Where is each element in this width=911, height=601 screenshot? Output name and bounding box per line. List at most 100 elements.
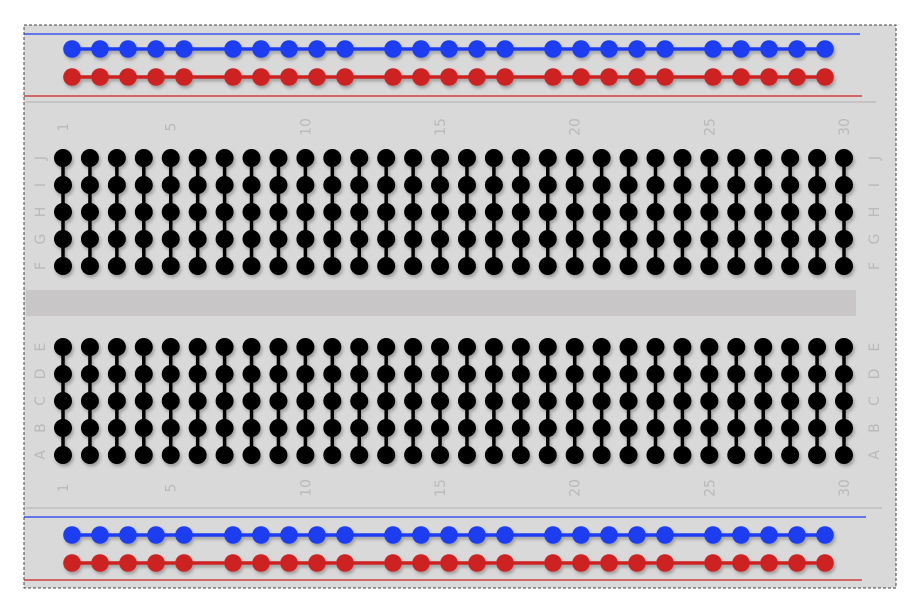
hole-c19[interactable]: [538, 392, 557, 410]
hole-h13[interactable]: [377, 203, 396, 221]
hole-d3[interactable]: [107, 365, 126, 383]
hole-a21[interactable]: [592, 446, 611, 464]
hole-a6[interactable]: [188, 446, 207, 464]
hole-j23[interactable]: [646, 149, 665, 167]
hole-h24[interactable]: [673, 203, 692, 221]
top-negative-hole[interactable]: [412, 40, 430, 58]
hole-a13[interactable]: [377, 446, 396, 464]
hole-f22[interactable]: [619, 257, 638, 275]
top-positive-hole[interactable]: [760, 68, 778, 86]
hole-j1[interactable]: [54, 149, 72, 167]
top-positive-hole[interactable]: [440, 68, 458, 86]
hole-a28[interactable]: [781, 446, 800, 464]
hole-g9[interactable]: [269, 230, 288, 248]
hole-j15[interactable]: [431, 149, 450, 167]
hole-g16[interactable]: [457, 230, 476, 248]
bottom-positive-hole[interactable]: [788, 554, 806, 572]
hole-e14[interactable]: [404, 338, 423, 356]
hole-h5[interactable]: [161, 203, 180, 221]
hole-i25[interactable]: [700, 176, 719, 194]
hole-h7[interactable]: [215, 203, 234, 221]
hole-g4[interactable]: [134, 230, 153, 248]
hole-a2[interactable]: [80, 446, 99, 464]
bottom-negative-hole[interactable]: [308, 526, 326, 544]
top-positive-hole[interactable]: [704, 68, 722, 86]
top-positive-hole[interactable]: [384, 68, 402, 86]
bottom-positive-hole[interactable]: [656, 554, 674, 572]
hole-a22[interactable]: [619, 446, 638, 464]
hole-e30[interactable]: [835, 338, 853, 356]
top-negative-hole[interactable]: [147, 40, 165, 58]
hole-f19[interactable]: [538, 257, 557, 275]
hole-f30[interactable]: [835, 257, 853, 275]
hole-e17[interactable]: [484, 338, 503, 356]
hole-c1[interactable]: [54, 392, 72, 410]
bottom-positive-hole[interactable]: [628, 554, 646, 572]
hole-i17[interactable]: [484, 176, 503, 194]
hole-d12[interactable]: [350, 365, 369, 383]
top-negative-hole[interactable]: [224, 40, 242, 58]
hole-d7[interactable]: [215, 365, 234, 383]
hole-d8[interactable]: [242, 365, 261, 383]
hole-d16[interactable]: [457, 365, 476, 383]
hole-e19[interactable]: [538, 338, 557, 356]
bottom-negative-hole[interactable]: [412, 526, 430, 544]
hole-b8[interactable]: [242, 419, 261, 437]
hole-c7[interactable]: [215, 392, 234, 410]
top-positive-hole[interactable]: [628, 68, 646, 86]
bottom-positive-hole[interactable]: [544, 554, 562, 572]
hole-f13[interactable]: [377, 257, 396, 275]
hole-g6[interactable]: [188, 230, 207, 248]
hole-f17[interactable]: [484, 257, 503, 275]
hole-c22[interactable]: [619, 392, 638, 410]
hole-a9[interactable]: [269, 446, 288, 464]
hole-j2[interactable]: [80, 149, 99, 167]
hole-g12[interactable]: [350, 230, 369, 248]
hole-f25[interactable]: [700, 257, 719, 275]
hole-b27[interactable]: [754, 419, 773, 437]
hole-b25[interactable]: [700, 419, 719, 437]
top-positive-hole[interactable]: [308, 68, 326, 86]
hole-c5[interactable]: [161, 392, 180, 410]
hole-j5[interactable]: [161, 149, 180, 167]
hole-h27[interactable]: [754, 203, 773, 221]
hole-g23[interactable]: [646, 230, 665, 248]
hole-b11[interactable]: [323, 419, 342, 437]
hole-h26[interactable]: [727, 203, 746, 221]
hole-b2[interactable]: [80, 419, 99, 437]
top-negative-hole[interactable]: [384, 40, 402, 58]
hole-h11[interactable]: [323, 203, 342, 221]
hole-j20[interactable]: [565, 149, 584, 167]
top-positive-hole[interactable]: [468, 68, 486, 86]
hole-h30[interactable]: [835, 203, 853, 221]
hole-f1[interactable]: [54, 257, 72, 275]
hole-c2[interactable]: [80, 392, 99, 410]
hole-f21[interactable]: [592, 257, 611, 275]
hole-h15[interactable]: [431, 203, 450, 221]
hole-e20[interactable]: [565, 338, 584, 356]
bottom-positive-hole[interactable]: [816, 554, 834, 572]
hole-d20[interactable]: [565, 365, 584, 383]
hole-g2[interactable]: [80, 230, 99, 248]
hole-i29[interactable]: [808, 176, 827, 194]
bottom-positive-hole[interactable]: [572, 554, 590, 572]
hole-e11[interactable]: [323, 338, 342, 356]
top-positive-hole[interactable]: [656, 68, 674, 86]
hole-h17[interactable]: [484, 203, 503, 221]
top-negative-hole[interactable]: [628, 40, 646, 58]
hole-d10[interactable]: [296, 365, 315, 383]
top-negative-hole[interactable]: [119, 40, 137, 58]
hole-i7[interactable]: [215, 176, 234, 194]
bottom-positive-hole[interactable]: [147, 554, 165, 572]
hole-b21[interactable]: [592, 419, 611, 437]
hole-j27[interactable]: [754, 149, 773, 167]
hole-d21[interactable]: [592, 365, 611, 383]
hole-j24[interactable]: [673, 149, 692, 167]
hole-h4[interactable]: [134, 203, 153, 221]
hole-g30[interactable]: [835, 230, 853, 248]
bottom-positive-hole[interactable]: [384, 554, 402, 572]
hole-b30[interactable]: [835, 419, 853, 437]
hole-c30[interactable]: [835, 392, 853, 410]
hole-c11[interactable]: [323, 392, 342, 410]
hole-e22[interactable]: [619, 338, 638, 356]
